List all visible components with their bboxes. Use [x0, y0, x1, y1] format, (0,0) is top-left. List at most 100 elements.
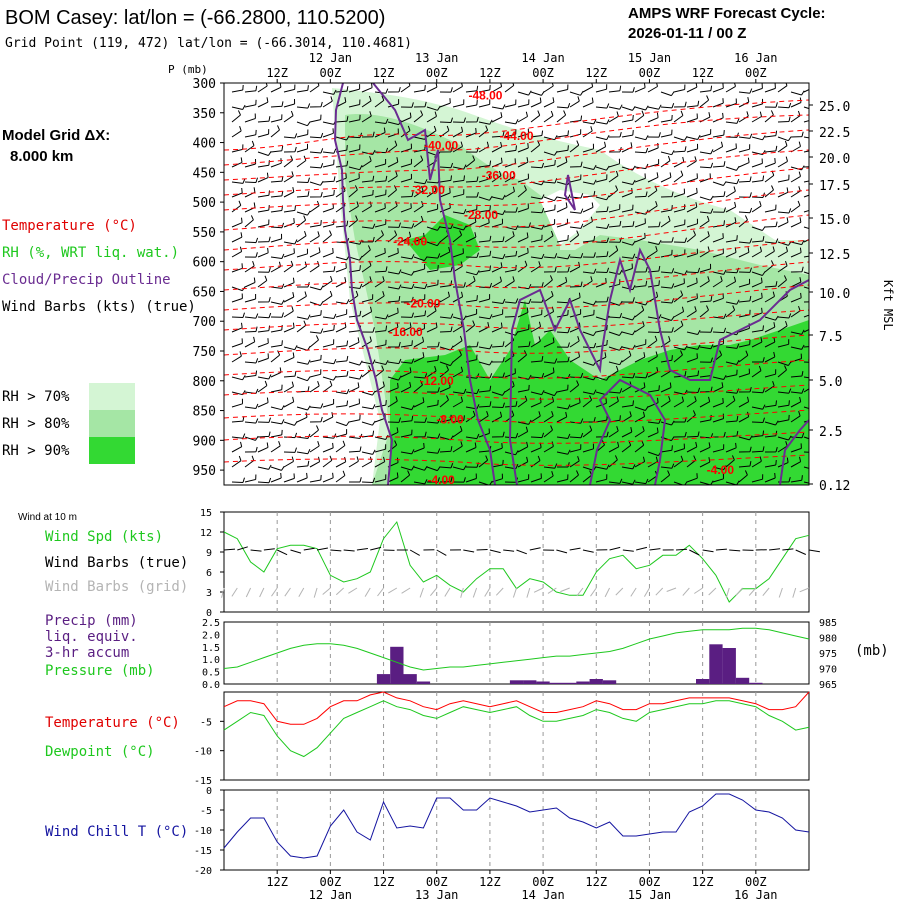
wind-barb: [270, 419, 285, 425]
wind-barb: [231, 441, 243, 453]
wind-barb: [608, 455, 618, 468]
wind-barb: [777, 187, 789, 198]
time-tick-label-bottom: 00Z: [320, 875, 342, 889]
wind-barb: [712, 382, 724, 393]
temperature-contour-line: [224, 454, 809, 466]
height-tick-label: 12.5: [819, 248, 850, 263]
wind-barb: [673, 219, 686, 228]
precip-bar: [390, 646, 404, 684]
wind-barb: [491, 170, 502, 183]
wind-barb: [752, 357, 765, 363]
temperature-contour-label: -12.00: [420, 374, 454, 388]
wind-barb: [608, 131, 622, 138]
wind-barb: [491, 236, 505, 243]
date-label-bottom: 13 Jan: [415, 888, 458, 900]
wind-barb: [738, 88, 753, 94]
wind-barb: [361, 449, 376, 455]
wind-barb: [348, 165, 363, 171]
wind-barb: [387, 396, 398, 408]
wind-barb: [621, 179, 636, 185]
wind-barb: [595, 267, 610, 273]
wind-barb: [790, 165, 805, 171]
wind-barb: [517, 222, 531, 228]
precip-ytick-label: 1.5: [202, 643, 220, 654]
wind-barb: [270, 340, 283, 348]
wind-barb: [361, 111, 372, 123]
wind-barb: [517, 128, 529, 138]
wind-barb-true: [409, 549, 420, 556]
wind-barb: [309, 132, 324, 139]
wind-barb: [699, 208, 714, 214]
wind-barb: [257, 97, 269, 108]
wind-barb: [270, 233, 283, 243]
wind-barb: [270, 190, 284, 198]
wind-barb: [257, 190, 270, 198]
wind-barb: [621, 253, 636, 259]
wind-barb: [231, 338, 243, 348]
wind-barb-true: [729, 549, 741, 552]
wind-barb: [244, 455, 255, 468]
cloud-outline-path: [333, 83, 394, 485]
wind-barb: [244, 358, 259, 364]
wind-barb: [465, 176, 479, 183]
wind-barb: [426, 399, 439, 408]
wind-barb: [699, 215, 710, 228]
wind-barb: [608, 426, 619, 438]
legend-rh80-swatch: [89, 410, 135, 437]
time-tick-label-top: 00Z: [320, 66, 342, 80]
wind-barb: [790, 239, 805, 246]
cloud-outline: [333, 83, 809, 485]
wind-barb: [660, 114, 673, 123]
wind-barb-grid: [666, 587, 677, 592]
wind-barb: [400, 223, 415, 229]
pressure-ytick-label: 965: [819, 680, 837, 691]
wind-barb: [764, 369, 777, 378]
date-label-top: 16 Jan: [734, 51, 777, 65]
pressure-tick-label: 850: [193, 405, 216, 420]
wind-barb: [803, 180, 809, 183]
time-tick-label-top: 00Z: [745, 66, 767, 80]
wind-barb-grid: [388, 587, 398, 594]
wind-barb: [400, 381, 412, 393]
wind-barb: [465, 433, 480, 440]
wind-barb: [543, 196, 558, 202]
wind-barb: [686, 113, 698, 123]
wind-barb: [244, 129, 257, 138]
pressure-axis-label: P (mb): [168, 63, 208, 76]
wind-barb: [413, 264, 426, 273]
wind-barb: [699, 173, 711, 183]
wind-barb: [543, 230, 554, 243]
wind-barb: [231, 200, 242, 213]
wind-barb: [283, 292, 295, 303]
wind-barb: [634, 373, 649, 379]
wind-barb: [803, 226, 809, 230]
wind-barb: [413, 294, 426, 303]
wind-barb: [530, 162, 545, 169]
wind-barb: [439, 175, 452, 183]
wind-barb: [296, 215, 307, 228]
wind-barb: [673, 278, 685, 288]
legend-dewpoint: Dewpoint (°C): [45, 744, 155, 760]
wind-barb: [790, 171, 801, 183]
wind-barb: [322, 412, 334, 423]
wind-barb: [647, 172, 659, 183]
wind-barb: [660, 172, 672, 183]
time-tick-label-bottom: 00Z: [426, 875, 448, 889]
wind-barb: [530, 389, 545, 396]
height-tick-label: 15.0: [819, 213, 850, 228]
wind-barb: [322, 96, 333, 108]
wind-barb: [296, 405, 311, 411]
windchill-ytick-label: -15: [194, 846, 212, 857]
wind-barb: [764, 246, 775, 258]
wind-barb: [738, 368, 750, 378]
wind-barb: [400, 449, 415, 455]
wind-barb: [530, 110, 541, 123]
temperature-contour-label: -44.00: [499, 129, 533, 143]
wind-barb: [413, 431, 427, 438]
wind-barb-true: [636, 546, 648, 551]
wind-barb: [764, 446, 778, 453]
wind-barb: [517, 173, 529, 183]
wind-barb: [738, 435, 753, 441]
legend-wind-speed: Wind Spd (kts): [45, 529, 163, 545]
wind-barb: [452, 335, 463, 348]
